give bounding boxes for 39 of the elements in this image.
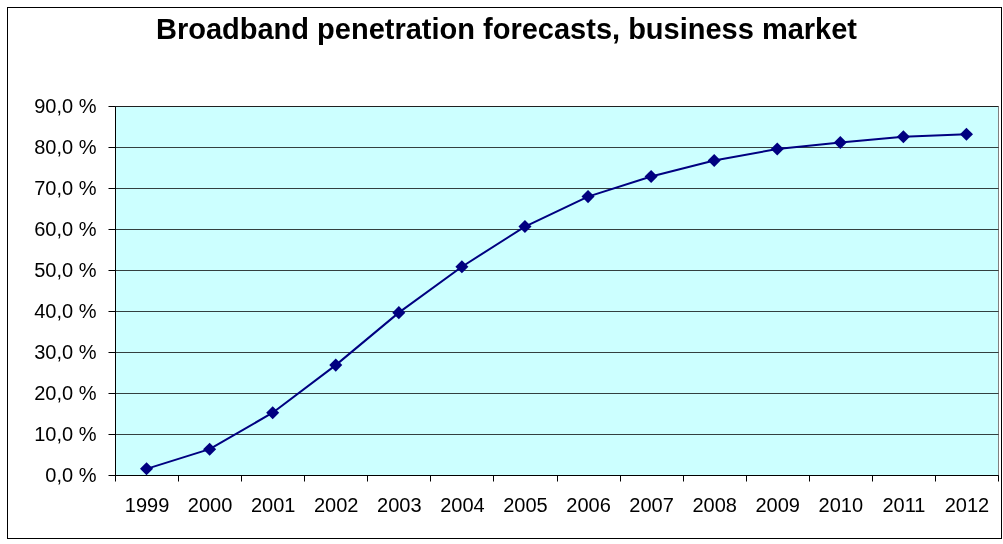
x-tick-label: 2008: [692, 493, 737, 516]
y-tick-label: 30,0 %: [34, 340, 97, 363]
point: [140, 462, 154, 476]
y-tick-label: 90,0 %: [34, 94, 97, 117]
point: [644, 170, 658, 184]
point: [581, 190, 595, 204]
point: [392, 306, 406, 320]
y-tick-label: 80,0 %: [34, 135, 97, 158]
point: [770, 142, 784, 156]
x-tick-label: 2005: [503, 493, 548, 516]
y-tick-label: 70,0 %: [34, 176, 97, 199]
x-tick-label: 2012: [944, 493, 990, 516]
point: [833, 135, 847, 150]
y-tick-label: 20,0 %: [34, 381, 97, 404]
point: [707, 154, 721, 168]
x-tick-label: 2003: [377, 493, 422, 516]
x-tick-label: 2004: [440, 493, 485, 516]
x-tick-label: 2006: [566, 493, 611, 516]
x-tick-label: 2009: [755, 493, 800, 516]
point: [266, 406, 280, 420]
x-tick-label: 2007: [629, 493, 674, 516]
y-tick-label: 60,0 %: [34, 217, 97, 240]
point: [329, 358, 343, 372]
x-tick-label: 2010: [818, 493, 864, 516]
point: [959, 127, 973, 141]
y-tick-label: 40,0 %: [34, 299, 97, 322]
y-tick-label: 10,0 %: [34, 422, 97, 445]
y-tick-label: 0,0 %: [45, 463, 97, 486]
x-tick-label: 2000: [187, 493, 233, 516]
point: [203, 442, 217, 456]
x-tick-label: 1999: [124, 493, 170, 516]
y-tick-label: 50,0 %: [34, 258, 97, 281]
point: [518, 220, 532, 234]
point: [896, 130, 910, 144]
chart-title: Broadband penetration forecasts, business market: [155, 13, 858, 45]
x-tick-label: 2001: [250, 493, 296, 516]
point: [455, 260, 469, 274]
x-tick-label: 2011: [882, 493, 926, 516]
x-tick-label: 2002: [314, 493, 359, 516]
